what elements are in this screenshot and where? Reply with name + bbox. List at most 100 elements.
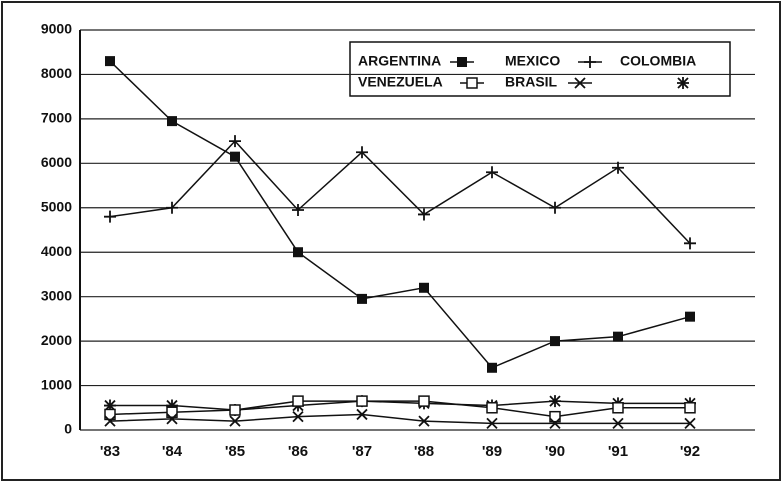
x-tick-label: '90 (545, 443, 565, 460)
marker (549, 410, 561, 423)
marker-shape (229, 415, 241, 427)
marker (104, 399, 116, 412)
marker-shape (486, 417, 498, 429)
x-tick-label: '91 (608, 443, 628, 460)
y-tick-label: 6000 (41, 154, 72, 170)
marker (612, 417, 624, 429)
marker (466, 77, 478, 89)
marker (166, 413, 178, 425)
marker (574, 77, 586, 89)
marker-shape (574, 77, 586, 89)
marker (166, 399, 178, 412)
marker-shape (487, 362, 497, 373)
marker (684, 417, 696, 429)
y-tick-label: 4000 (41, 243, 72, 259)
marker (419, 282, 429, 293)
marker-shape (549, 417, 561, 429)
marker-shape (418, 415, 430, 427)
marker-shape (292, 395, 304, 407)
x-tick-label: '83 (100, 443, 120, 460)
y-tick-label: 8000 (41, 65, 72, 81)
marker (486, 417, 498, 429)
marker-shape (418, 208, 430, 221)
series-line (109, 400, 690, 418)
y-tick-label: 1000 (41, 376, 72, 392)
marker (292, 395, 304, 407)
marker-shape (292, 411, 304, 423)
marker-shape (166, 399, 178, 412)
marker (418, 395, 430, 407)
x-tick-label: '85 (225, 443, 245, 460)
marker-shape (166, 406, 178, 418)
marker (230, 151, 240, 162)
marker (486, 166, 498, 179)
marker (613, 331, 623, 342)
marker (418, 208, 430, 221)
marker (677, 77, 689, 89)
marker-shape (357, 293, 367, 304)
marker (357, 293, 367, 304)
marker (685, 311, 695, 322)
marker (612, 402, 624, 414)
legend-label: ARGENTINA (358, 53, 441, 69)
x-tick-label: '87 (352, 443, 372, 460)
x-tick-label: '92 (680, 443, 700, 460)
marker (292, 411, 304, 423)
marker-shape (356, 395, 368, 407)
y-tick-label: 3000 (41, 287, 72, 303)
marker (166, 406, 178, 418)
marker-shape (105, 56, 115, 67)
marker-shape (229, 135, 241, 148)
legend-label: VENEZUELA (358, 74, 443, 90)
marker-shape (612, 417, 624, 429)
legend-label: COLOMBIA (620, 53, 696, 69)
series-line (109, 60, 691, 369)
x-tick-label: '86 (288, 443, 308, 460)
marker-shape (549, 201, 561, 214)
marker-shape (685, 311, 695, 322)
marker (584, 56, 596, 68)
marker (105, 56, 115, 67)
marker-shape (104, 408, 116, 421)
y-tick-label: 7000 (41, 110, 72, 126)
marker-shape (292, 204, 304, 216)
marker (684, 402, 696, 414)
marker-shape (104, 399, 116, 412)
marker (549, 417, 561, 429)
marker (104, 408, 116, 421)
x-tick-label: '88 (414, 443, 434, 460)
marker (418, 415, 430, 427)
marker-shape (418, 395, 430, 407)
legend-label: BRASIL (505, 74, 558, 90)
marker-shape (104, 210, 116, 223)
marker-shape (584, 56, 596, 68)
marker (293, 247, 303, 258)
marker (550, 336, 560, 347)
y-tick-label: 2000 (41, 332, 72, 348)
legend-label: MEXICO (505, 53, 560, 69)
marker-shape (612, 161, 624, 174)
marker (167, 116, 177, 127)
marker-shape (293, 247, 303, 258)
marker-shape (612, 402, 624, 414)
marker (612, 161, 624, 174)
marker-shape (486, 166, 498, 179)
marker (457, 57, 467, 67)
marker-shape (549, 410, 561, 423)
marker (356, 395, 368, 407)
series-line (110, 400, 690, 411)
marker (292, 204, 304, 216)
marker (549, 395, 561, 408)
marker-shape (684, 417, 696, 429)
marker (104, 415, 116, 427)
marker-shape (167, 116, 177, 127)
marker-shape (457, 57, 467, 67)
marker (229, 404, 241, 416)
marker (356, 408, 368, 421)
marker (549, 201, 561, 214)
marker-shape (356, 408, 368, 421)
series-line (109, 140, 691, 244)
marker-shape (166, 201, 178, 214)
y-tick-label: 5000 (41, 198, 72, 214)
